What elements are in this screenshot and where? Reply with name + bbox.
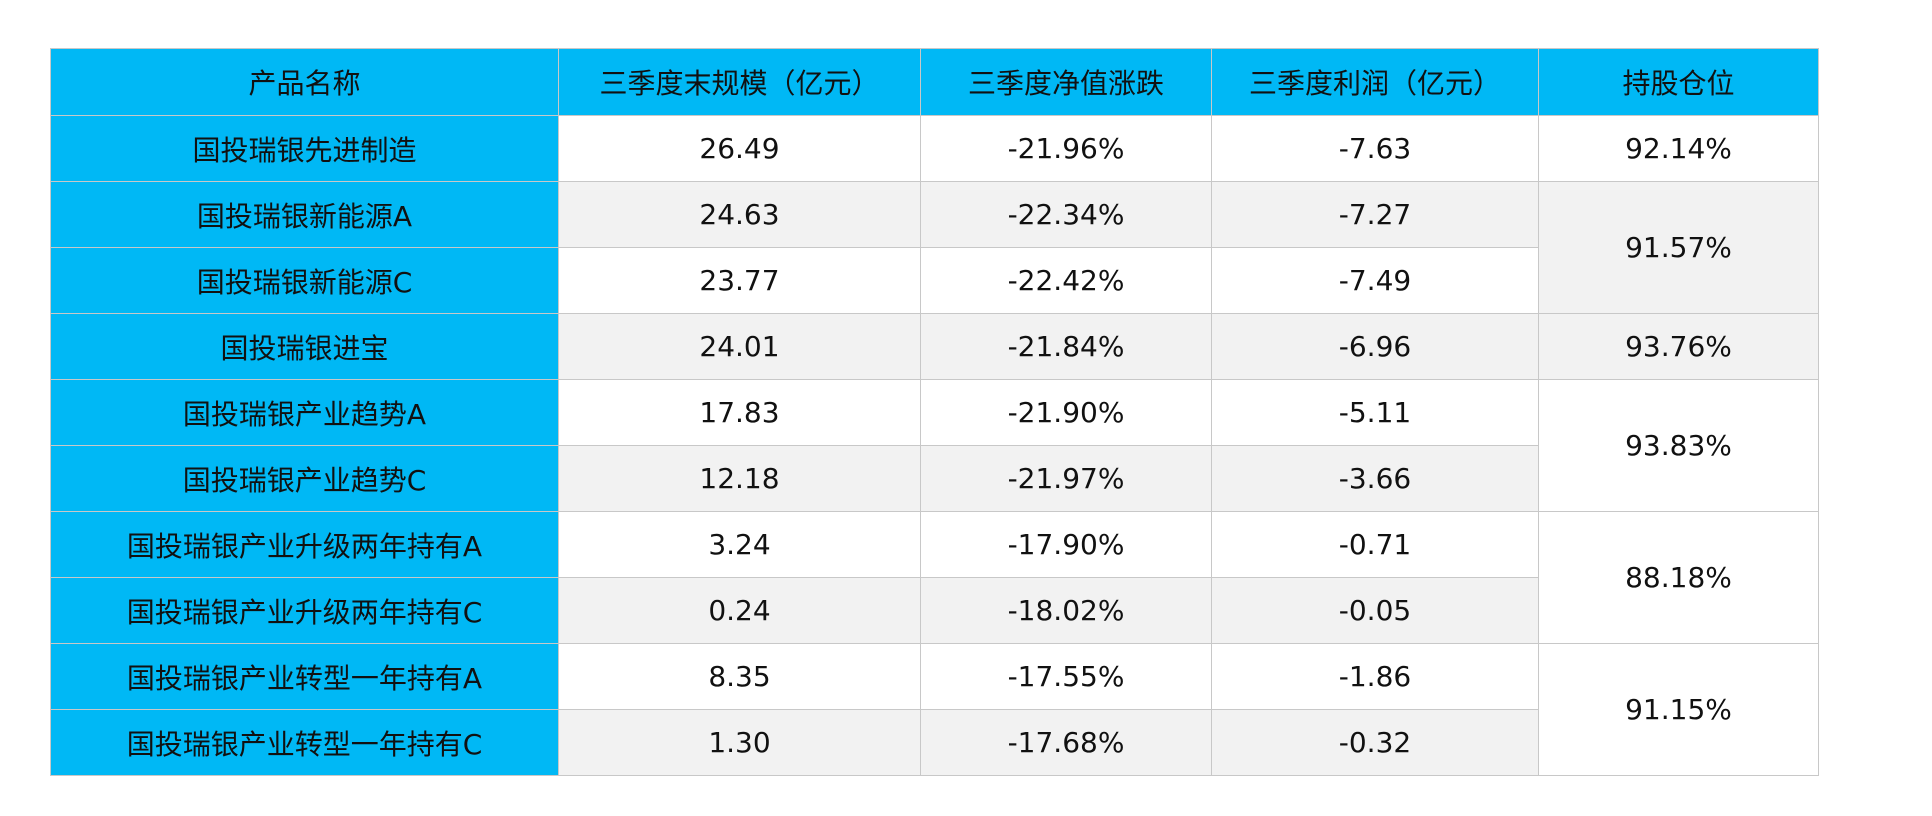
data-cell: -22.42% xyxy=(920,247,1212,314)
fund-name: 国投瑞银先进制造 xyxy=(50,115,559,182)
data-cell: -1.86 xyxy=(1211,643,1539,710)
data-cell: -21.90% xyxy=(920,379,1212,446)
data-cell: 12.18 xyxy=(558,445,921,512)
fund-name: 国投瑞银产业升级两年持有A xyxy=(50,511,559,578)
position-cell: 93.76% xyxy=(1538,313,1819,380)
data-cell: -7.63 xyxy=(1211,115,1539,182)
header-row: 产品名称 三季度末规模（亿元） 三季度净值涨跌 三季度利润（亿元） 持股仓位 xyxy=(50,48,1819,116)
position-cell: 91.57% xyxy=(1538,181,1819,314)
fund-name: 国投瑞银新能源C xyxy=(50,247,559,314)
fund-name: 国投瑞银产业升级两年持有C xyxy=(50,577,559,644)
table-row: 国投瑞银新能源C 23.77 -22.42% -7.49 xyxy=(50,247,1819,314)
data-cell: 24.63 xyxy=(558,181,921,248)
data-cell: -17.90% xyxy=(920,511,1212,578)
position-cell: 92.14% xyxy=(1538,115,1819,182)
data-cell: -7.27 xyxy=(1211,181,1539,248)
data-cell: 3.24 xyxy=(558,511,921,578)
fund-name: 国投瑞银产业趋势A xyxy=(50,379,559,446)
table-row: 国投瑞银产业转型一年持有C 1.30 -17.68% -0.32 xyxy=(50,709,1819,776)
data-cell: -0.71 xyxy=(1211,511,1539,578)
position-cell: 93.83% xyxy=(1538,379,1819,512)
data-cell: 17.83 xyxy=(558,379,921,446)
header-cell: 产品名称 xyxy=(50,48,559,116)
fund-name: 国投瑞银产业转型一年持有C xyxy=(50,709,559,776)
table-row: 国投瑞银产业升级两年持有C 0.24 -18.02% -0.05 xyxy=(50,577,1819,644)
data-cell: 23.77 xyxy=(558,247,921,314)
data-cell: -21.97% xyxy=(920,445,1212,512)
position-cell: 91.15% xyxy=(1538,643,1819,776)
table-body: 国投瑞银先进制造 26.49 -21.96% -7.63 92.14% 国投瑞银新能源A 2… xyxy=(50,115,1819,776)
data-cell: 1.30 xyxy=(558,709,921,776)
table-row: 国投瑞银新能源A 24.63 -22.34% -7.27 91.57% xyxy=(50,181,1819,314)
table-row: 国投瑞银产业转型一年持有A 8.35 -17.55% -1.86 91.15% xyxy=(50,643,1819,776)
header-cell: 三季度利润（亿元） xyxy=(1211,48,1539,116)
data-cell: -6.96 xyxy=(1211,313,1539,380)
data-cell: -22.34% xyxy=(920,181,1212,248)
fund-name: 国投瑞银产业转型一年持有A xyxy=(50,643,559,710)
table-row: 国投瑞银先进制造 26.49 -21.96% -7.63 92.14% xyxy=(50,115,1819,182)
header-cell: 三季度净值涨跌 xyxy=(920,48,1212,116)
data-cell: 0.24 xyxy=(558,577,921,644)
fund-name: 国投瑞银新能源A xyxy=(50,181,559,248)
table-row: 国投瑞银产业趋势A 17.83 -21.90% -5.11 93.83% xyxy=(50,379,1819,512)
data-cell: -17.55% xyxy=(920,643,1212,710)
fund-table: 产品名称 三季度末规模（亿元） 三季度净值涨跌 三季度利润（亿元） 持股仓位 国投瑞银先… xyxy=(50,48,1819,776)
data-cell: 26.49 xyxy=(558,115,921,182)
data-cell: -0.05 xyxy=(1211,577,1539,644)
table-row: 国投瑞银进宝 24.01 -21.84% -6.96 93.76% xyxy=(50,313,1819,380)
header-cell: 三季度末规模（亿元） xyxy=(558,48,921,116)
data-cell: -21.84% xyxy=(920,313,1212,380)
data-cell: -0.32 xyxy=(1211,709,1539,776)
header-cell: 持股仓位 xyxy=(1538,48,1819,116)
data-cell: -21.96% xyxy=(920,115,1212,182)
fund-name: 国投瑞银产业趋势C xyxy=(50,445,559,512)
fund-name: 国投瑞银进宝 xyxy=(50,313,559,380)
table-row: 国投瑞银产业趋势C 12.18 -21.97% -3.66 xyxy=(50,445,1819,512)
data-cell: 24.01 xyxy=(558,313,921,380)
table-row: 国投瑞银产业升级两年持有A 3.24 -17.90% -0.71 88.18% xyxy=(50,511,1819,644)
data-cell: -3.66 xyxy=(1211,445,1539,512)
data-cell: -17.68% xyxy=(920,709,1212,776)
data-cell: -5.11 xyxy=(1211,379,1539,446)
data-cell: -18.02% xyxy=(920,577,1212,644)
data-cell: 8.35 xyxy=(558,643,921,710)
data-cell: -7.49 xyxy=(1211,247,1539,314)
position-cell: 88.18% xyxy=(1538,511,1819,644)
